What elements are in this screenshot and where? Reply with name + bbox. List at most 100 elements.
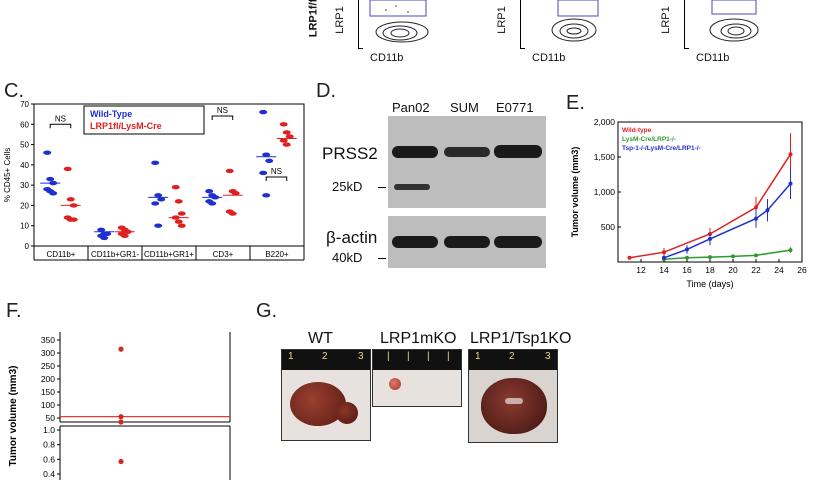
band-actin-e0771 (494, 236, 542, 248)
data-point (151, 160, 160, 166)
x-tick-label: 18 (705, 265, 715, 275)
series-line (663, 249, 791, 260)
data-point (100, 235, 109, 241)
band-prss2-sum (444, 147, 490, 157)
data-point (265, 158, 274, 163)
photo-label-lrp1-tsp1ko: LRP1/Tsp1KO (470, 330, 572, 347)
blot-loading-label: β-actin (326, 228, 378, 247)
y-tick-label: 100 (41, 400, 55, 410)
y-tick-label: 20 (20, 201, 29, 210)
legend-label: Wild-type (622, 127, 652, 134)
y-tick-label: 60 (20, 120, 29, 129)
data-point (788, 181, 793, 186)
y-tick-label: 50 (20, 141, 29, 150)
y-tick-label: 500 (601, 222, 615, 232)
data-point (279, 138, 288, 143)
blot-prss2 (388, 116, 546, 208)
data-point (231, 191, 240, 196)
legend-box (83, 105, 205, 135)
y-tick-label: 0.8 (43, 440, 55, 450)
data-point (69, 217, 78, 222)
x-tick-label: 26 (797, 265, 807, 275)
blot-marker-40kd: 40kD (332, 250, 363, 265)
x-category-label: CD11b+GR1+ (144, 250, 194, 259)
data-point (754, 216, 758, 221)
band-prss2-e0771 (494, 145, 542, 158)
flow-xlabel: CD11b (370, 52, 404, 64)
marker-tick-40kd (378, 258, 386, 259)
ns-bracket (49, 123, 72, 129)
tumor-photo-lrp1-tsp1ko: 1 2 3 (468, 349, 558, 443)
y-tick-label: 200 (41, 374, 55, 384)
y-axis-label: Tumor volume (mm3) (8, 366, 19, 467)
x-tick-label: 16 (682, 265, 692, 275)
flow-contour (709, 0, 759, 42)
data-point (662, 250, 666, 255)
data-point (627, 255, 632, 260)
ns-label: NS (271, 167, 282, 176)
y-tick-label: 350 (41, 335, 55, 345)
data-point (103, 231, 112, 237)
data-point (279, 122, 288, 127)
x-category-label: CD11b+GR1- (91, 250, 139, 259)
ns-bracket (265, 176, 288, 182)
data-point (285, 134, 294, 139)
data-point (685, 247, 689, 252)
data-point (177, 211, 186, 216)
lane-label-pan02: Pan02 (392, 100, 430, 115)
tumor-photo-lrp1mko: | | | | (372, 349, 462, 407)
x-tick-label: 20 (728, 265, 738, 275)
flow-plot-1: LRP1 CD11b (330, 0, 440, 72)
data-point (205, 189, 214, 194)
data-point (63, 166, 72, 172)
tumor-lrp1-tsp1ko (481, 378, 547, 434)
y-tick-label: 0.4 (43, 469, 55, 479)
plot-frame (33, 103, 305, 247)
legend-label: LysM-Cre/LRP1-/- (622, 136, 676, 143)
data-point (228, 211, 237, 216)
tumor-lrp1mko (389, 378, 401, 390)
blot-lane-labels: Pan02 SUM E0771 (388, 100, 548, 118)
data-point (788, 248, 793, 253)
ruler: 1 2 3 (282, 350, 370, 370)
marker-tick-25kd (378, 187, 386, 188)
y-tick-label: 1,000 (594, 187, 616, 197)
blot-target-label: PRSS2 (322, 144, 378, 163)
panel-letter-f: F. (6, 300, 22, 322)
ns-label: NS (217, 106, 228, 115)
panel-letter-g: G. (256, 300, 278, 322)
data-point (262, 193, 271, 198)
y-tick-label: 50 (46, 413, 56, 423)
data-point (118, 458, 124, 465)
legend-label: LRP1fl/LysM-Cre (90, 121, 162, 131)
y-tick-label: 10 (20, 222, 29, 231)
blot-marker-25kd: 25kD (332, 179, 363, 194)
band-actin-pan02 (392, 236, 438, 248)
y-tick-label: 1.0 (43, 425, 55, 435)
flow-axes (684, 0, 689, 49)
ruler: 1 2 3 (469, 350, 557, 370)
data-point (788, 152, 793, 157)
data-point (118, 419, 124, 425)
x-tick-label: 22 (751, 265, 761, 275)
y-tick-label: 40 (20, 161, 29, 170)
chart-f: 50 100 150 200 250 300 350 0.4 0.6 0.8 1.0 Tumor vo… (8, 332, 231, 480)
photo-label-wt: WT (308, 330, 333, 347)
data-point (259, 170, 268, 176)
data-point (157, 197, 166, 202)
data-point (754, 253, 758, 258)
panel-letter-c: C. (4, 80, 24, 102)
flow-xlabel: CD11b (696, 52, 730, 64)
x-axis-label: Time (days) (686, 279, 733, 289)
data-point (282, 130, 291, 135)
x-category-label: CD3+ (213, 250, 234, 259)
blot-actin (388, 216, 546, 268)
panel-letter-d: D. (316, 80, 336, 102)
flow-ylabel: LRP1 (659, 6, 672, 34)
y-tick-label: 30 (20, 181, 29, 190)
data-point (171, 184, 180, 190)
y-tick-label: 70 (20, 100, 29, 109)
data-point (49, 191, 58, 196)
x-tick-label: 14 (659, 265, 669, 275)
data-point (118, 346, 124, 352)
